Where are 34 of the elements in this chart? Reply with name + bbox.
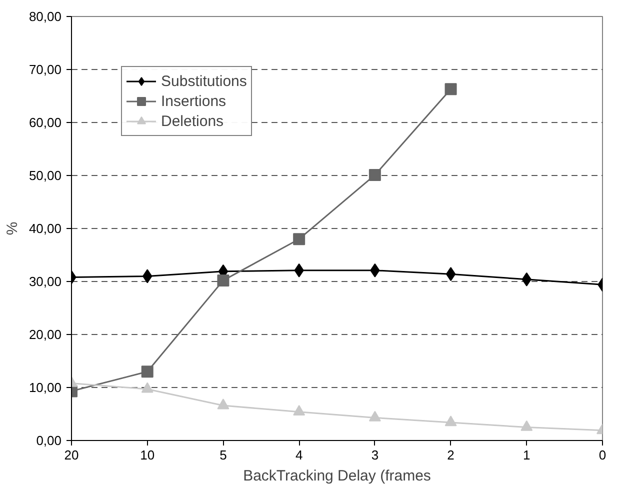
x-tick-label: 10 [140, 448, 155, 462]
x-axis-title: BackTracking Delay (frames [243, 468, 431, 484]
point [293, 233, 306, 246]
x-tick-label: 20 [64, 448, 79, 462]
y-tick-label: 50,00 [28, 168, 62, 183]
point [293, 405, 306, 416]
point [444, 83, 457, 96]
x-tick-label: 5 [220, 448, 227, 462]
point [141, 366, 154, 378]
legend-label: Insertions [161, 92, 226, 110]
legend-label: Deletions [161, 112, 224, 130]
point [368, 410, 381, 422]
y-tick-label: 80,00 [28, 9, 62, 24]
point [520, 420, 533, 431]
point [217, 398, 230, 410]
x-tick-label: 0 [598, 448, 606, 462]
x-tick-label: 4 [295, 448, 303, 462]
point [444, 416, 457, 426]
y-tick-label: 70,00 [28, 62, 62, 77]
y-tick-label: 10,00 [28, 380, 62, 395]
point [217, 274, 230, 286]
y-tick-label: 40,00 [28, 221, 62, 236]
point [368, 168, 381, 181]
x-tick-label: 3 [371, 448, 379, 462]
y-tick-label: 60,00 [28, 115, 62, 130]
y-tick-label: 30,00 [28, 274, 62, 289]
y-tick-label: 20,00 [28, 327, 62, 342]
x-tick-label: 2 [447, 448, 454, 462]
point [141, 382, 154, 393]
legend-label: Substitutions [161, 72, 247, 90]
x-tick-label: 1 [523, 448, 530, 462]
y-tick-label: 0,00 [36, 433, 62, 448]
y-axis-title: % [4, 222, 21, 236]
point [446, 267, 456, 282]
